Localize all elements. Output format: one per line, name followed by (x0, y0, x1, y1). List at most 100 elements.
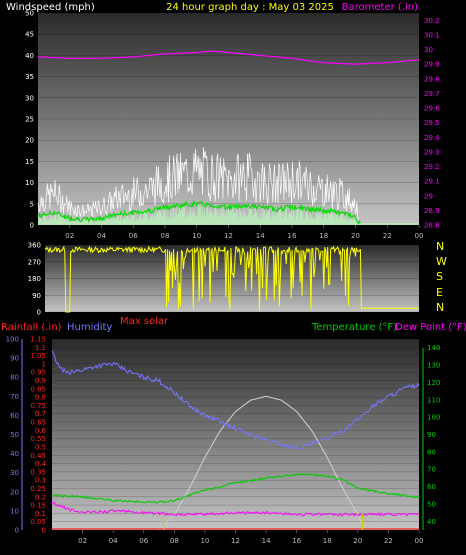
rainfall-tick-label: 0.4 (35, 460, 47, 468)
barometer-axis-title: Barometer (.in) (342, 2, 418, 13)
temperature-tick-label: 50 (427, 500, 436, 508)
humidity-tick-label: 100 (6, 336, 19, 344)
humidity-tick-label: 60 (10, 412, 19, 420)
windspeed-tick-label: 50 (25, 10, 34, 18)
temperature-line (51, 472, 420, 504)
temp-x-tick-label: 08 (170, 537, 179, 545)
rainfall-tick-label: 0.9 (35, 377, 46, 385)
wind-x-tick-label: 10 (192, 232, 201, 240)
rainfall-tick-label: 0.8 (35, 394, 46, 402)
barometer-tick-label: 30.2 (424, 17, 440, 25)
rainfall-tick-label: 0.1 (35, 510, 46, 518)
rainfall-tick-label: 0.25 (30, 485, 46, 493)
temperature-tick-label: 40 (427, 518, 436, 526)
windspeed-tick-label: 10 (25, 179, 34, 187)
temperature-tick-label: 120 (427, 379, 440, 387)
direction-plot-area (45, 245, 419, 312)
dewpoint-axis-title: Dew Point (°F) (395, 322, 466, 333)
temp-x-tick-label: 18 (323, 537, 332, 545)
barometer-tick-label: 29.7 (424, 90, 440, 98)
barometer-tick-label: 29.9 (424, 61, 440, 69)
humidity-tick-label: 70 (10, 393, 19, 401)
rainfall-tick-label: 0.75 (30, 402, 46, 410)
humidity-tick-label: 20 (10, 488, 19, 496)
windspeed-axis-title: Windspeed (mph) (6, 2, 95, 13)
windspeed-tick-label: 45 (25, 31, 34, 39)
rainfall-tick-label: 0.6 (35, 427, 47, 435)
rainfall-tick-label: 0.85 (30, 385, 46, 393)
barometer-tick-label: 29.1 (424, 178, 440, 186)
barometer-tick-label: 29.6 (424, 105, 440, 113)
humidity-tick-label: 40 (10, 450, 19, 458)
direction-tick-label: 180 (28, 275, 41, 283)
chart-title: 24 hour graph day : May 03 2025 (166, 2, 334, 13)
barometer-tick-label: 29.5 (424, 119, 440, 127)
temp-x-tick-label: 12 (231, 537, 240, 545)
rainfall-tick-label: 0.35 (30, 468, 46, 476)
rainfall-tick-label: 0.5 (35, 443, 46, 451)
barometer-line (38, 50, 420, 65)
barometer-tick-label: 29.8 (424, 75, 440, 83)
humidity-ticks: 0 10 20 30 40 50 60 70 80 90 100 (6, 336, 19, 535)
windspeed-tick-label: 5 (30, 200, 34, 208)
temperature-tick-label: 140 (427, 344, 440, 352)
temp-x-tick-label: 06 (139, 537, 148, 545)
humidity-tick-label: 0 (15, 527, 19, 535)
windspeed-tick-label: 15 (25, 158, 34, 166)
rainfall-tick-label: 1.15 (30, 336, 46, 344)
windspeed-tick-label: 20 (25, 137, 34, 145)
temp-series (51, 350, 420, 531)
rainfall-tick-label: 0.65 (30, 419, 46, 427)
barometer-tick-label: 30 (424, 46, 433, 54)
humidity-tick-label: 90 (10, 355, 19, 363)
windspeed-tick-label: 0 (30, 222, 34, 230)
temp-x-tick-label: 04 (109, 537, 118, 545)
barometer-tick-label: 28.9 (424, 207, 440, 215)
rainfall-ticks: 00.050.10.150.20.250.30.350.40.450.50.55… (30, 336, 46, 535)
wind-series (37, 50, 420, 226)
wind-fill (38, 200, 361, 225)
wind-x-tick-label: 06 (129, 232, 138, 240)
temperature-tick-label: 130 (427, 362, 440, 370)
rainfall-axis-title: Rainfall (.in) (1, 322, 62, 333)
rainfall-tick-label: 0 (42, 527, 46, 535)
direction-line (44, 245, 419, 313)
wind-x-tick-label: 14 (256, 232, 265, 240)
rainfall-tick-label: 0.15 (30, 502, 46, 510)
temperature-tick-label: 70 (427, 466, 436, 474)
compass-n-bottom: N (436, 301, 444, 314)
direction-tick-label: 360 (28, 242, 41, 250)
temperature-tick-label: 60 (427, 483, 436, 491)
wind-x-tick-label: 00 (415, 232, 424, 240)
temperature-ticks: 40 50 60 70 80 90 100 110 120 130 140 (427, 344, 440, 526)
windspeed-tick-label: 40 (25, 52, 34, 60)
direction-ticks: 0 90 180 270 360 (28, 242, 41, 317)
compass-n-top: N (436, 240, 444, 253)
compass-e: E (436, 286, 443, 299)
max-solar-line (158, 395, 366, 531)
wind-x-tick-label: 04 (97, 232, 106, 240)
direction-series (44, 245, 419, 313)
humidity-tick-label: 30 (10, 469, 19, 477)
direction-panel: 0 90 180 270 360 N W S E N (28, 240, 447, 317)
wind-x-tick-label: 08 (161, 232, 170, 240)
rainfall-tick-label: 1.05 (30, 352, 46, 360)
temp-x-tick-label: 16 (292, 537, 301, 545)
dewpoint-line (51, 501, 420, 517)
rainfall-tick-label: 0.95 (30, 369, 46, 377)
temp-x-tick-label: 00 (415, 537, 424, 545)
wind-x-tick-label: 18 (319, 232, 328, 240)
windspeed-ticks: 0 5 10 15 20 25 30 35 40 45 50 (25, 10, 34, 230)
barometer-ticks: 28.8 28.9 29 29.1 29.2 29.3 29.4 29.5 29.6 29.7 29… (424, 17, 440, 230)
windspeed-tick-label: 35 (25, 73, 34, 81)
windspeed-tick-label: 30 (25, 94, 34, 102)
direction-tick-label: 90 (32, 292, 41, 300)
barometer-tick-label: 29.4 (424, 134, 440, 142)
humidity-tick-label: 50 (10, 431, 19, 439)
humidity-line (51, 350, 420, 450)
wind-x-tick-label: 12 (224, 232, 233, 240)
rainfall-tick-label: 0.3 (35, 477, 46, 485)
